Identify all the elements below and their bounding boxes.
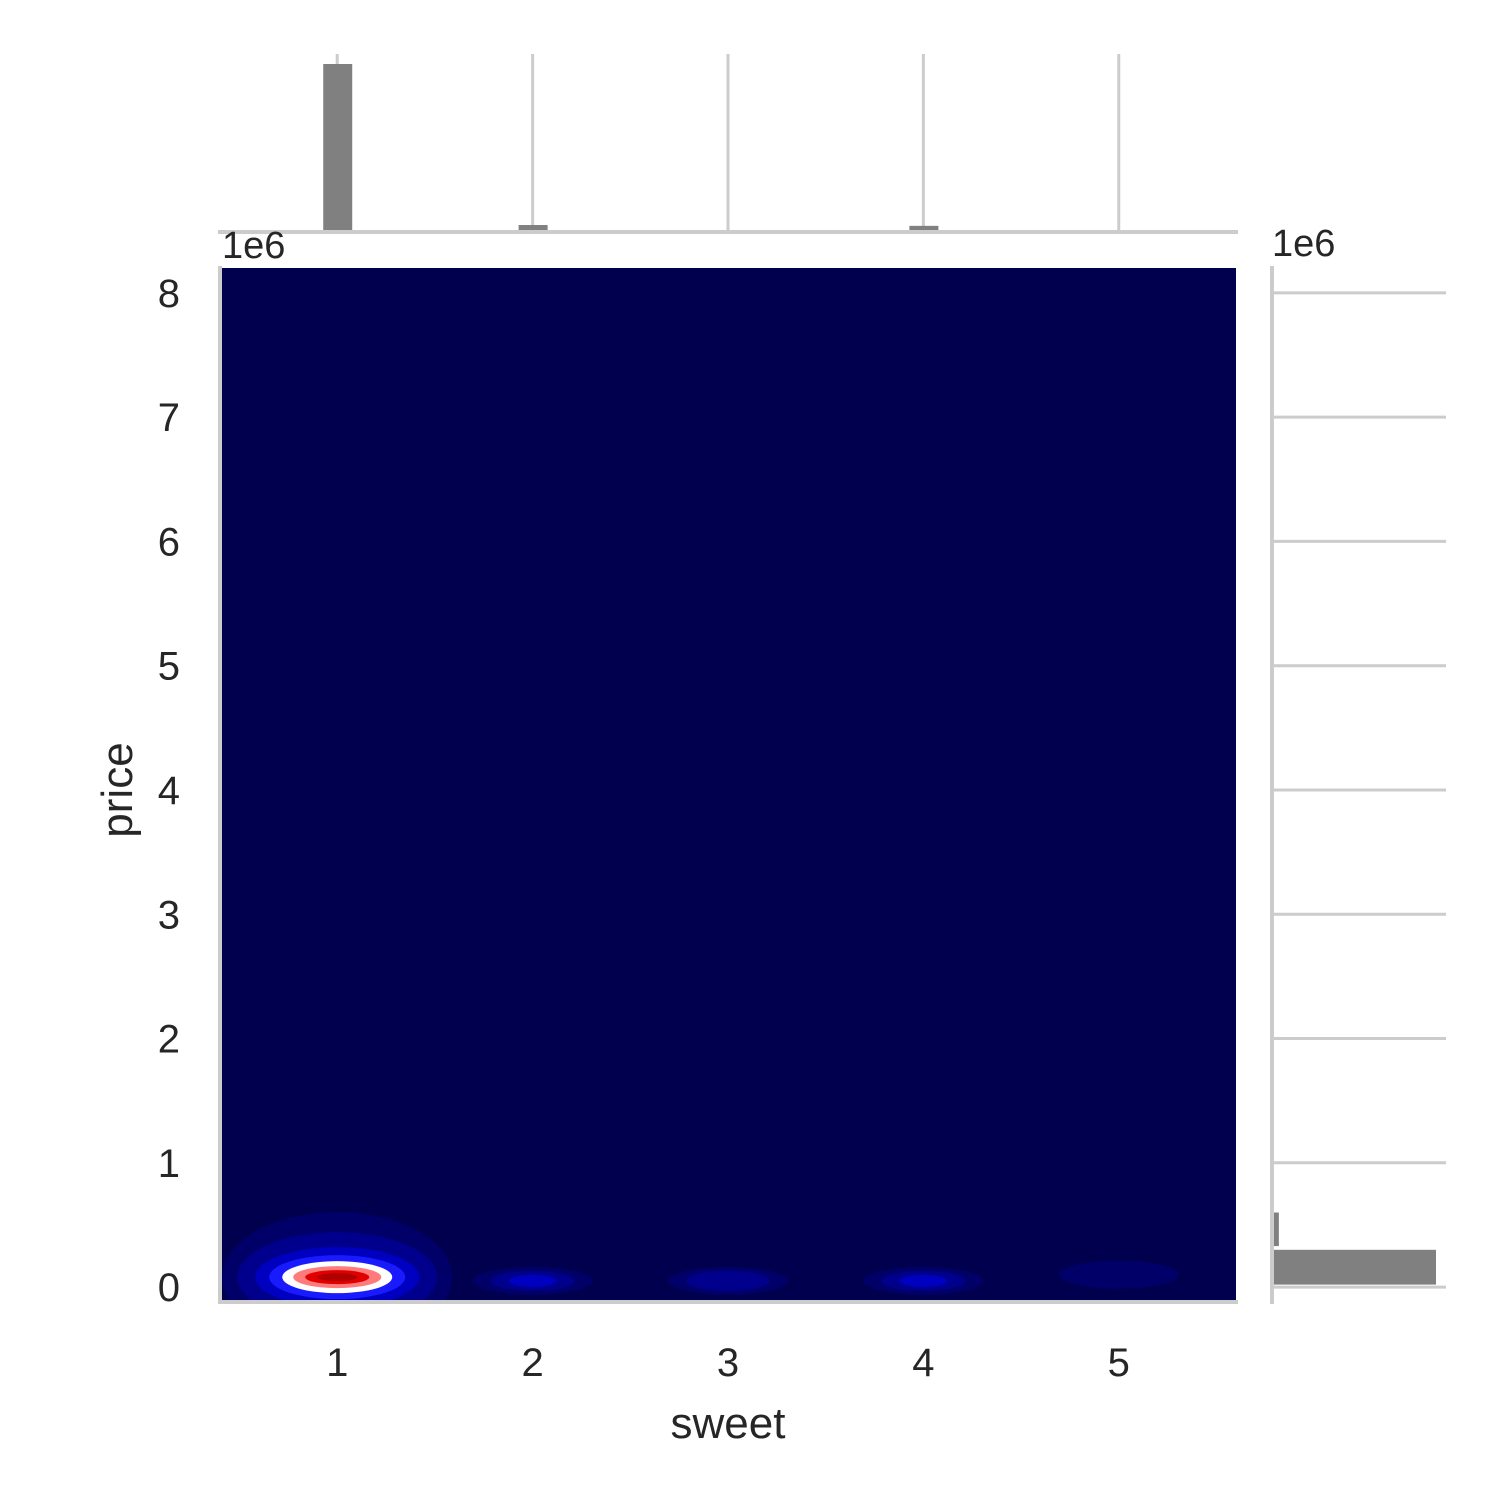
kde-contour	[899, 1274, 948, 1287]
y-axis-title: price	[93, 742, 142, 837]
x-tick-label: 3	[717, 1341, 739, 1385]
kde-main-axes: 1 2 3 4 5 0 1 2 3 4 5 6 7 8 sweet price	[93, 266, 1238, 1448]
x-axis-title: sweet	[671, 1399, 786, 1448]
marginal-x-bar	[909, 225, 939, 230]
y-tick-label: 5	[158, 645, 180, 689]
marginal-y-bar	[1274, 1249, 1436, 1285]
marginal-x-offset-label: 1e6	[222, 225, 285, 267]
x-tick-labels: 1 2 3 4 5	[326, 1341, 1130, 1385]
y-tick-label: 1	[158, 1142, 180, 1186]
kde-background	[220, 268, 1236, 1302]
kde-contour	[317, 1273, 358, 1282]
y-tick-labels: 0 1 2 3 4 5 6 7 8	[158, 272, 180, 1310]
marginal-y-histogram: 1e6	[1270, 223, 1446, 1304]
x-tick-label: 2	[521, 1341, 543, 1385]
kde-contours	[222, 1212, 1179, 1302]
y-tick-label: 7	[158, 396, 180, 440]
marginal-x-bar	[518, 225, 548, 230]
kde-contour	[686, 1270, 770, 1291]
marginal-y-bars	[1274, 1212, 1436, 1285]
y-tick-label: 8	[158, 272, 180, 316]
marginal-x-histogram: 1e6	[218, 54, 1238, 267]
y-tick-label: 4	[158, 769, 180, 813]
y-tick-label: 6	[158, 520, 180, 564]
kde-contour	[508, 1274, 557, 1287]
marginal-y-gridlines	[1274, 291, 1446, 1289]
x-tick-label: 1	[326, 1341, 348, 1385]
marginal-x-bars	[323, 64, 939, 230]
marginal-x-bar	[323, 64, 353, 230]
kde-contour	[1058, 1260, 1179, 1289]
marginal-x-gridlines	[335, 54, 1121, 230]
x-tick-label: 5	[1108, 1341, 1130, 1385]
y-tick-label: 0	[158, 1266, 180, 1310]
y-tick-label: 3	[158, 893, 180, 937]
x-tick-label: 4	[912, 1341, 934, 1385]
marginal-y-offset-label: 1e6	[1272, 223, 1335, 265]
marginal-y-bar	[1274, 1212, 1279, 1247]
y-tick-label: 2	[158, 1018, 180, 1062]
